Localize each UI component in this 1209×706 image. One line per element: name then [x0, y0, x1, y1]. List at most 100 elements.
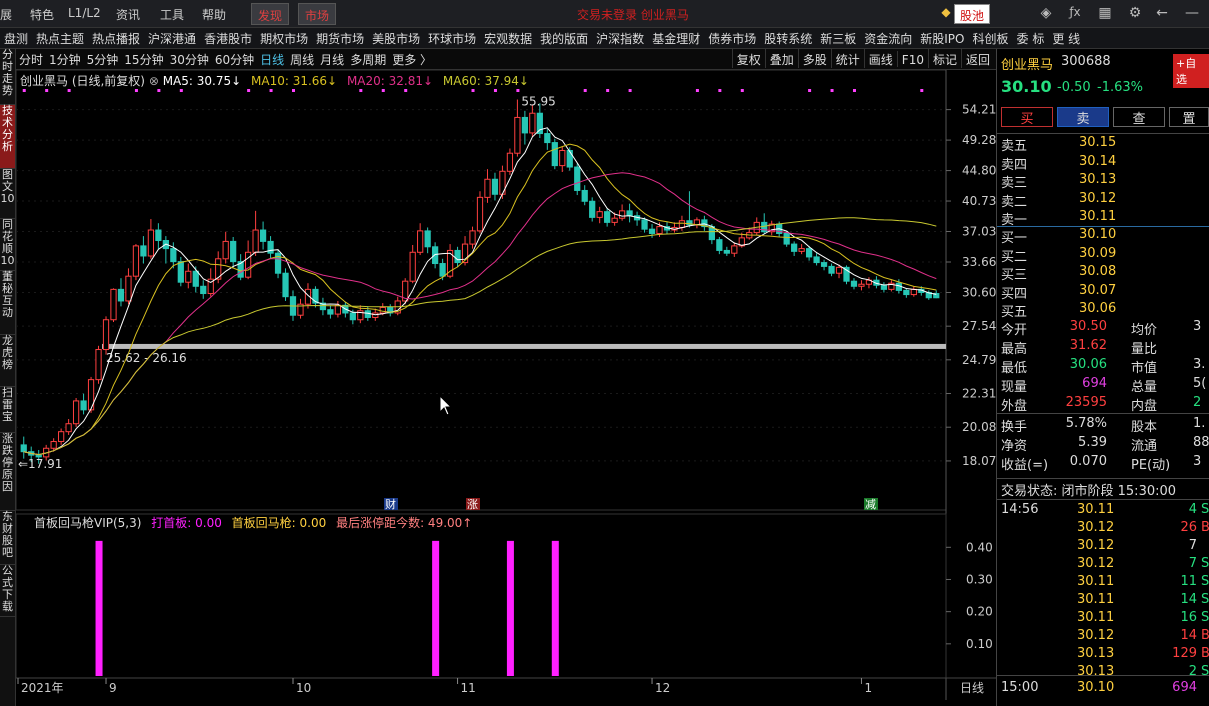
period-3[interactable]: 15分钟: [124, 53, 164, 67]
left-tab-8[interactable]: 东财股吧: [0, 511, 15, 565]
settings-button[interactable]: 置: [1169, 107, 1209, 127]
gear-icon[interactable]: ⚙: [1128, 5, 1142, 21]
sell-button[interactable]: 卖: [1057, 107, 1109, 127]
candle-body[interactable]: [349, 312, 356, 321]
nav-item-3[interactable]: 沪深港通: [148, 32, 197, 46]
query-button[interactable]: 查: [1113, 107, 1165, 127]
candle-body[interactable]: [850, 280, 858, 287]
ask-row[interactable]: 卖一 30.11: [1001, 209, 1117, 228]
candle-body[interactable]: [446, 249, 454, 277]
nav-item-18[interactable]: 科创板: [972, 32, 1009, 46]
chart-tool-1[interactable]: 叠加: [764, 49, 798, 68]
candle-body[interactable]: [903, 289, 910, 296]
candle-body[interactable]: [873, 279, 880, 286]
nav-item-4[interactable]: 香港股市: [204, 32, 253, 46]
nav-item-16[interactable]: 资金流向: [864, 32, 913, 46]
candle-body[interactable]: [417, 230, 424, 253]
ask-row[interactable]: 卖五 30.15: [1001, 135, 1117, 154]
nav-item-11[interactable]: 沪深指数: [596, 32, 645, 46]
menu-zixun[interactable]: 资讯: [116, 8, 141, 22]
discover-button[interactable]: 发现: [251, 3, 290, 25]
candle-body[interactable]: [933, 293, 940, 299]
candle-body[interactable]: [791, 243, 798, 252]
candle-body[interactable]: [491, 178, 499, 195]
candle-body[interactable]: [222, 240, 229, 260]
candle-body[interactable]: [738, 237, 745, 247]
candle-body[interactable]: [626, 210, 633, 217]
candle-body[interactable]: [65, 423, 72, 433]
candle-body[interactable]: [267, 240, 274, 254]
chart-tool-4[interactable]: 画线: [863, 49, 897, 68]
candle-body[interactable]: [536, 112, 543, 135]
candle-body[interactable]: [723, 249, 730, 254]
candle-body[interactable]: [805, 248, 813, 258]
candle-body[interactable]: [282, 272, 289, 298]
candle-body[interactable]: [312, 288, 319, 304]
candle-body[interactable]: [880, 284, 888, 290]
minimize-icon[interactable]: —: [1185, 5, 1199, 21]
candle-body[interactable]: [678, 220, 686, 228]
ask-row[interactable]: 卖二 30.12: [1001, 190, 1117, 210]
candle-body[interactable]: [604, 211, 611, 223]
candle-body[interactable]: [566, 150, 573, 168]
candle-body[interactable]: [484, 178, 491, 198]
candle-body[interactable]: [215, 258, 222, 280]
candle-body[interactable]: [87, 379, 95, 411]
period-2[interactable]: 5分钟: [86, 53, 119, 67]
candle-body[interactable]: [439, 263, 446, 277]
left-tab-0[interactable]: 分时走势: [0, 49, 15, 105]
legend-toggle-icon[interactable]: ⊗: [148, 74, 163, 88]
candle-body[interactable]: [910, 288, 917, 296]
bid-row[interactable]: 买一 30.10: [1001, 227, 1117, 246]
candle-body[interactable]: [589, 200, 596, 218]
nav-item-19[interactable]: 委 标: [1016, 32, 1045, 46]
bid-row[interactable]: 买四 30.07: [1001, 282, 1117, 302]
chart-tool-0[interactable]: 复权: [731, 49, 765, 68]
candle-body[interactable]: [648, 228, 656, 234]
left-tab-4[interactable]: 董秘互动: [0, 271, 15, 335]
candle-body[interactable]: [304, 288, 312, 305]
nav-item-8[interactable]: 环球市场: [428, 32, 477, 46]
candle-body[interactable]: [207, 278, 214, 295]
candle-body[interactable]: [357, 310, 364, 321]
candle-body[interactable]: [20, 444, 27, 453]
guchi-button[interactable]: 股池: [954, 4, 991, 24]
candle-body[interactable]: [259, 229, 267, 242]
candle-body[interactable]: [835, 266, 843, 274]
candle-body[interactable]: [529, 112, 536, 134]
candle-body[interactable]: [364, 310, 371, 318]
candle-body[interactable]: [230, 240, 237, 263]
candle-body[interactable]: [432, 246, 439, 265]
candle-body[interactable]: [731, 245, 738, 254]
market-button[interactable]: 市场: [298, 3, 337, 25]
kline-chart[interactable]: 54.21 49.28 44.80 40.73 37.03 33.66 30.60 27.54…: [16, 70, 996, 700]
menu-gongju[interactable]: 工具: [160, 8, 185, 22]
event-marker[interactable]: 涨: [467, 498, 478, 511]
candle-body[interactable]: [35, 454, 42, 458]
candle-body[interactable]: [102, 319, 110, 351]
candle-body[interactable]: [319, 302, 327, 311]
menu-bangzhu[interactable]: 帮助: [202, 8, 227, 22]
candle-body[interactable]: [820, 262, 828, 267]
chart-tool-3[interactable]: 统计: [830, 49, 864, 68]
period-4[interactable]: 30分钟: [169, 53, 209, 67]
left-tab-9[interactable]: 公式下载: [0, 565, 15, 617]
nav-item-17[interactable]: 新股IPO: [920, 32, 965, 46]
period-5[interactable]: 60分钟: [214, 53, 255, 67]
nav-item-0[interactable]: 盘测: [4, 32, 29, 46]
event-marker-bg[interactable]: [466, 498, 480, 510]
candle-body[interactable]: [274, 252, 282, 274]
candle-body[interactable]: [147, 229, 155, 257]
candle-body[interactable]: [656, 226, 663, 234]
candle-body[interactable]: [185, 270, 192, 283]
candle-body[interactable]: [95, 349, 102, 381]
candle-body[interactable]: [327, 309, 334, 315]
candle-body[interactable]: [110, 288, 117, 321]
candle-body[interactable]: [132, 245, 140, 277]
nav-item-15[interactable]: 新三板: [820, 32, 857, 46]
menu-l1l2[interactable]: L1/L2: [68, 6, 101, 20]
candle-body[interactable]: [701, 219, 708, 228]
layers-icon[interactable]: ◈: [1040, 5, 1052, 21]
nav-item-6[interactable]: 期货市场: [316, 32, 365, 46]
candle-body[interactable]: [559, 150, 566, 167]
